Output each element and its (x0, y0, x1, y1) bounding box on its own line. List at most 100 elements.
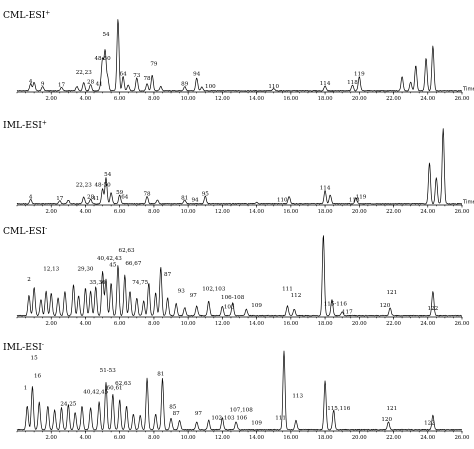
peak-label: 24,25 (60, 401, 76, 407)
x-tick-label: 2.00 (45, 96, 57, 102)
x-tick-label: 10.00 (181, 96, 196, 102)
peak-label: 118 (349, 198, 360, 204)
chromatogram-trace (16, 235, 463, 317)
x-tick-label: 22.00 (386, 209, 401, 215)
x-tick-label: 8.00 (148, 435, 160, 441)
peak-label: 102 103 106 (211, 416, 247, 422)
x-tick-label: 16.00 (283, 96, 298, 102)
peak-label: 119 (356, 195, 367, 201)
x-tick-label: 20.00 (352, 209, 367, 215)
peak-label: 107,108 (230, 408, 254, 414)
chromatogram-panel: IML-ESI- 2.00 4.00 6.00 8.00 10.00 12.00 14.00 1… (3, 342, 469, 442)
x-tick-label: 12.00 (215, 321, 230, 327)
peak-label: 78 (144, 192, 152, 198)
peak-label: 110 (277, 198, 288, 204)
peak-label: 2 (27, 277, 31, 283)
peak-label: 54 (102, 32, 110, 38)
peak-label: 15 (31, 355, 39, 361)
peak-label: 111 (275, 416, 286, 422)
x-tick-label: 24.00 (420, 435, 435, 441)
peak-label: 121 (386, 406, 397, 412)
peak-label: 87 (164, 272, 172, 278)
peak-label: 41 (92, 196, 99, 202)
x-tick-label: 16.00 (283, 209, 298, 215)
peak-label: 119 (354, 72, 365, 78)
x-tick-label: 26.00 (455, 96, 470, 102)
peak-label: 94 (193, 72, 201, 78)
x-tick-label: 18.00 (318, 209, 333, 215)
x-tick-label: 14.00 (249, 321, 264, 327)
chromatogram-trace (16, 128, 463, 205)
peak-label: 114 (320, 186, 331, 192)
x-tick-label: 18.00 (318, 435, 333, 441)
x-tick-label: 8.00 (148, 96, 160, 102)
peak-label: 12,13 (43, 266, 59, 272)
x-tick-label: 20.00 (352, 321, 367, 327)
chromatogram-panel: CML-ESI- 2.00 4.00 6.00 8.00 10.00 12.00 14.00 1… (3, 226, 469, 328)
x-tick-label: 26.00 (455, 321, 470, 327)
peak-label: 106-108 (221, 295, 245, 301)
x-axis-label: Time (462, 200, 474, 206)
peak-label: 87 (173, 411, 181, 417)
x-tick-label: 2.00 (45, 435, 57, 441)
peak-label: 40,42,43 (97, 256, 122, 262)
peak-label: 60,61 (107, 386, 123, 392)
x-tick-label: 10.00 (181, 435, 196, 441)
peak-label: 115,116 (327, 406, 351, 412)
x-tick-label: 26.00 (455, 209, 470, 215)
x-tick-label: 20.00 (352, 96, 367, 102)
x-tick-label: 18.00 (318, 321, 333, 327)
peak-label: 113 (292, 393, 303, 399)
peak-label: 17 (56, 196, 64, 202)
x-tick-label: 14.00 (249, 209, 264, 215)
peak-label: 120 (381, 417, 392, 423)
x-tick-label: 4.00 (80, 321, 92, 327)
peak-label: 100 (205, 84, 216, 90)
peak-label: 48-50 (95, 56, 112, 62)
x-tick-label: 12.00 (215, 209, 230, 215)
peak-label: 109 (251, 420, 262, 426)
peak-label: 94 (191, 198, 199, 204)
peak-label: 79 (150, 62, 158, 68)
x-tick-label: 24.00 (420, 321, 435, 327)
x-tick-label: 20.00 (352, 435, 367, 441)
x-tick-label: 8.00 (148, 321, 160, 327)
x-tick-label: 16.00 (283, 321, 298, 327)
peak-label: 45 (109, 262, 117, 268)
x-tick-label: 10.00 (181, 321, 196, 327)
x-tick-label: 4.00 (80, 209, 92, 215)
peak-label: 120 (380, 303, 391, 309)
x-tick-label: 4.00 (80, 96, 92, 102)
peak-label: 105 (224, 305, 235, 311)
x-tick-label: 10.00 (181, 209, 196, 215)
chromatogram-panel: IML-ESI+ 2.00 4.00 6.00 8.00 10.00 12.00 14.00 1… (3, 120, 474, 216)
peak-label: 64 (120, 72, 128, 78)
peak-label: 9 (41, 82, 45, 88)
x-tick-label: 6.00 (114, 321, 126, 327)
panel-title: CML-ESI- (3, 226, 47, 238)
panel-title: IML-ESI+ (3, 120, 47, 132)
peak-label: 73 (133, 73, 141, 79)
peak-label: 102,103 (202, 287, 226, 293)
peak-label: 64 (121, 195, 129, 201)
peak-label: 48-50 (95, 183, 112, 189)
x-tick-label: 24.00 (420, 96, 435, 102)
x-tick-label: 22.00 (386, 321, 401, 327)
peak-label: 112 (291, 293, 302, 299)
panel-title: CML-ESI+ (3, 10, 50, 22)
x-tick-label: 22.00 (386, 435, 401, 441)
peak-label: 59 (116, 190, 124, 196)
peak-label: 16 (34, 374, 42, 380)
peak-label: 28 (87, 80, 95, 86)
panel-title: IML-ESI- (3, 342, 44, 354)
x-axis-label: Time (462, 87, 474, 93)
peak-label: 74,75 (132, 280, 148, 286)
peak-label: 110 (268, 84, 279, 90)
x-tick-label: 12.00 (215, 435, 230, 441)
peak-label: 1 (24, 386, 28, 392)
peak-label: 40,42,45 (83, 389, 108, 395)
peak-label: 41 (96, 82, 103, 88)
x-tick-label: 14.00 (249, 435, 264, 441)
peak-label: 51-53 (100, 368, 117, 374)
peak-label: 114 (320, 81, 331, 87)
